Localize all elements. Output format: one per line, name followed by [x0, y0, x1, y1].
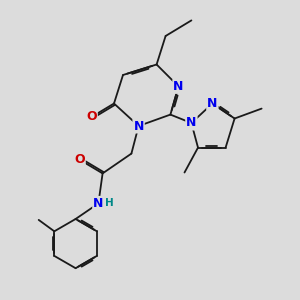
Text: N: N	[93, 197, 103, 210]
Text: N: N	[173, 80, 184, 93]
Text: H: H	[105, 198, 114, 208]
Text: N: N	[186, 116, 197, 130]
Text: O: O	[74, 153, 85, 166]
Text: O: O	[86, 110, 97, 124]
Text: N: N	[134, 119, 144, 133]
Text: N: N	[207, 97, 218, 110]
